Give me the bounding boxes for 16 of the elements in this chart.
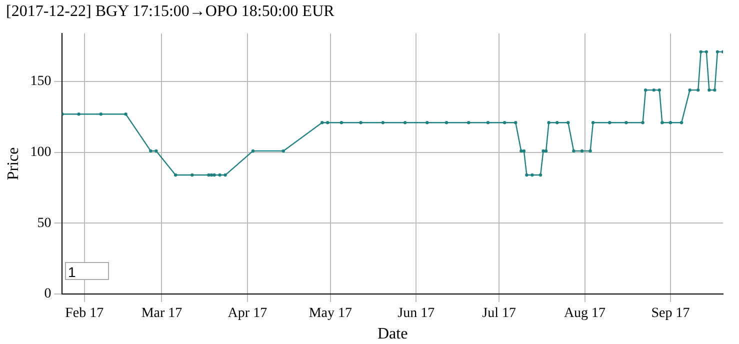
x-tick-label: Jul 17 (482, 306, 516, 322)
y-tick-label: 100 (30, 145, 52, 160)
x-tick-label: Jun 17 (398, 306, 435, 322)
y-tick-label: 0 (44, 286, 52, 302)
y-tick-label: 50 (37, 216, 52, 231)
y-tick-label: 150 (30, 74, 52, 90)
x-tick-label: Aug 17 (564, 306, 606, 322)
x-tick-label: Sep 17 (651, 306, 690, 322)
chart-title: [2017-12-22] BGY 17:15:00→OPO 18:50:00 EUR (6, 3, 334, 21)
x-tick-label: Mar 17 (141, 306, 182, 322)
x-axis-title: Date (378, 326, 408, 343)
x-tick-label: May 17 (308, 306, 352, 322)
y-axis-title: Price (4, 147, 22, 180)
text-field: 1 (65, 262, 109, 280)
x-tick-label: Apr 17 (228, 306, 268, 322)
x-tick-label: Feb 17 (65, 306, 104, 322)
